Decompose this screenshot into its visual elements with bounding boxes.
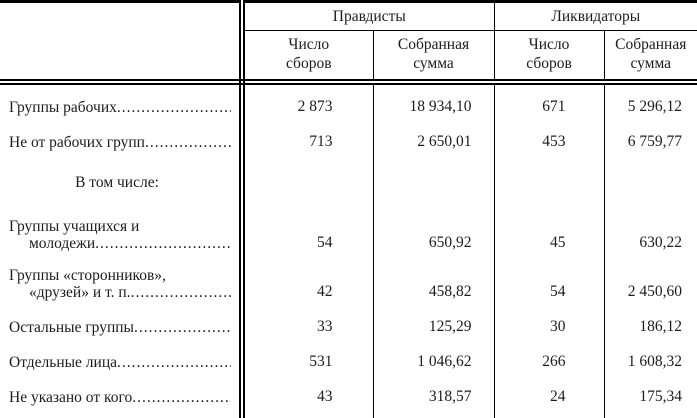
value-cell: 458,82 [372, 259, 495, 308]
row-label-cell: Не указано от кого......................… [0, 378, 245, 413]
table-row: Группы учащихся и молодежи...............… [0, 200, 697, 259]
row-label: Отдельные лица [9, 354, 118, 371]
value-cell: 186,12 [603, 308, 697, 343]
value-cell: 2 450,60 [603, 259, 697, 308]
value-cell [372, 158, 495, 200]
section-label: В том числе: [75, 174, 159, 191]
value-cell: 1 046,62 [372, 343, 495, 378]
table-row: Группы рабочих..........................… [0, 82, 697, 123]
table-row: Остальные группы........................… [0, 308, 697, 343]
column-header-sobrannaya-summa-2: Собранная сумма [603, 30, 697, 85]
row-label: Остальные группы [9, 319, 134, 336]
table-row: Отдельные лица..........................… [0, 343, 697, 378]
value-cell: 6 759,77 [603, 123, 697, 158]
column-group-row: Правдисты Ликвидаторы [0, 1, 697, 85]
value-cell: 24 [493, 378, 605, 413]
value-cell: 5 296,12 [603, 82, 697, 123]
value-cell: 318,57 [372, 378, 495, 413]
row-label-line2-wrap: «друзей» и т. п.........................… [9, 284, 231, 301]
value-cell [493, 158, 605, 200]
column-header-chislo-sborov-2: Число сборов [493, 30, 605, 85]
value-cell: 34 [493, 413, 605, 418]
value-cell: 125,29 [372, 308, 495, 343]
value-cell: 30 [493, 308, 605, 343]
row-label-line2: «друзей» и т. п. [29, 284, 131, 301]
table-header: Правдисты Ликвидаторы Число сборов Собра… [0, 1, 697, 85]
value-cell: 453 [493, 123, 605, 158]
row-label-cell: Группы рабочих..........................… [0, 82, 245, 123]
table-row: Из-за границы...........................… [0, 413, 697, 418]
row-label-line1: Группы «сторонников», [9, 267, 166, 284]
value-cell: 650,92 [372, 200, 495, 259]
value-cell: 2 873 [297, 98, 333, 115]
table-body: Группы рабочих..........................… [0, 82, 697, 418]
table-row: Не от рабочих групп.....................… [0, 123, 697, 158]
value-cell: 33 [317, 318, 333, 335]
dot-leader: ........................................… [95, 235, 231, 252]
row-label-wrap: Отдельные лица..........................… [9, 354, 231, 371]
row-label-line1: Группы учащихся и [9, 218, 140, 235]
stub-header-cell [0, 1, 245, 85]
value-cell: 630,22 [603, 200, 697, 259]
value-cell: 54 [493, 259, 605, 308]
value-cell: 1 709,17 [603, 413, 697, 418]
dot-leader: ........................................… [116, 99, 231, 116]
row-label-wrap: Не от рабочих групп.....................… [9, 134, 231, 151]
row-label-cell: Группы учащихся и молодежи...............… [0, 200, 245, 259]
dot-leader: ........................................… [144, 134, 231, 151]
row-label-wrap: Остальные группы........................… [9, 319, 231, 336]
value-cell: 671 [493, 82, 605, 123]
row-label-cell: Группы «сторонников», «друзей» и т. п....… [0, 259, 245, 308]
row-label-line2-wrap: молодежи................................… [9, 235, 231, 252]
dot-leader: ........................................… [130, 284, 231, 301]
dot-leader: ........................................… [117, 354, 231, 371]
value-cell: 10 [242, 413, 373, 418]
row-label: Группы рабочих [9, 99, 117, 116]
dot-leader: ........................................… [132, 389, 231, 406]
sub-header-row: Число сборов Собранная сумма Число сборо… [0, 30, 697, 85]
row-label-wrap: Группы рабочих..........................… [9, 99, 231, 116]
value-cell: 45 [493, 200, 605, 259]
row-label-cell: В том числе: [0, 158, 245, 200]
value-cell: 175,34 [603, 378, 697, 413]
column-header-chislo-sborov-1: Число сборов [242, 30, 373, 85]
value-cell: 713 [309, 133, 333, 150]
value-cell: 266 [493, 343, 605, 378]
column-header-sobrannaya-summa-1: Собранная сумма [372, 30, 495, 85]
value-cell: 2 650,01 [372, 123, 495, 158]
row-label-line2: молодежи [29, 235, 96, 252]
value-cell: 18 934,10 [372, 82, 495, 123]
value-cell [603, 158, 697, 200]
table-row: В том числе: [0, 158, 697, 200]
value-cell: 54 [317, 234, 333, 251]
table-row: Группы «сторонников», «друзей» и т. п....… [0, 259, 697, 308]
row-label-cell: Из-за границы...........................… [0, 413, 245, 418]
column-group-pravdisty: Правдисты [242, 1, 495, 31]
value-cell: 1 608,32 [603, 343, 697, 378]
value-cell: 531 [309, 353, 333, 370]
row-label: Не указано от кого [9, 389, 133, 406]
value-cell: 43 [317, 388, 333, 405]
dot-leader: ........................................… [133, 319, 231, 336]
table-row: Не указано от кого......................… [0, 378, 697, 413]
row-label-cell: Остальные группы........................… [0, 308, 245, 343]
row-label-cell: Не от рабочих групп.....................… [0, 123, 245, 158]
value-cell: 49,79 [372, 413, 495, 418]
row-label-wrap: Не указано от кого......................… [9, 389, 231, 406]
value-cell: 42 [317, 283, 333, 300]
column-group-likvidatory: Ликвидаторы [493, 1, 697, 31]
value-cell [242, 158, 373, 200]
row-label-cell: Отдельные лица..........................… [0, 343, 245, 378]
row-label: Не от рабочих групп [9, 134, 145, 151]
